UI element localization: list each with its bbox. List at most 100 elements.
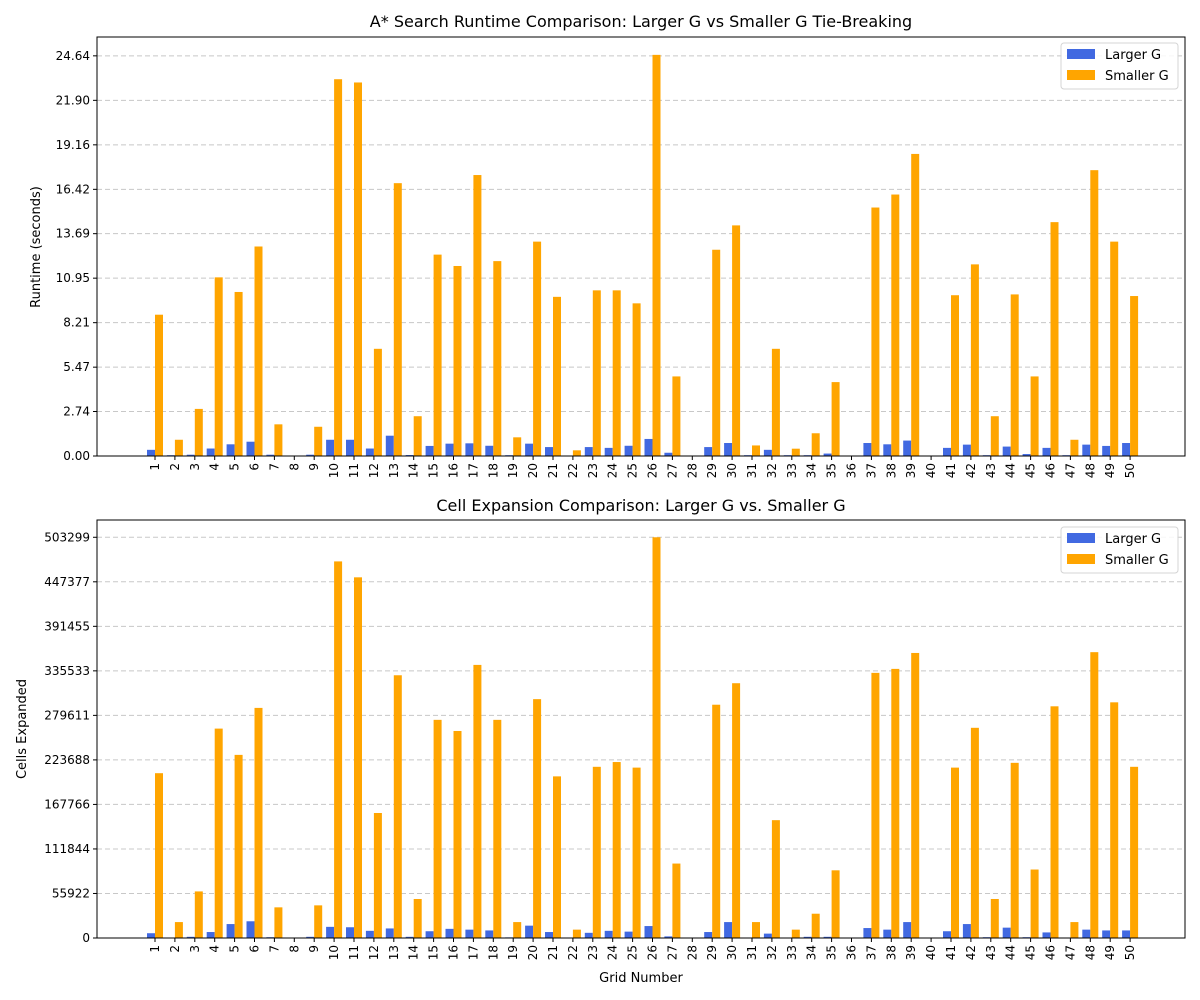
x-tick-label: 5: [228, 463, 242, 471]
x-tick-label: 7: [267, 945, 281, 953]
bar-larger-g-15: [425, 445, 434, 456]
bar-larger-g-41: [943, 447, 951, 456]
y-tick-label: 0.00: [63, 449, 90, 463]
bar-larger-g-30: [724, 922, 733, 938]
runtime-plot-frame: [96, 36, 1186, 457]
runtime-ticks: 0.00 2.74 5.47 8.21 10.95 13.69 16.42 19.16 21.9…: [56, 49, 1137, 478]
x-tick-label: 5: [228, 945, 242, 953]
x-tick-label: 46: [1044, 463, 1058, 478]
x-tick-label: 22: [566, 945, 580, 960]
bar-larger-g-44: [1002, 446, 1011, 456]
x-tick-label: 11: [347, 463, 361, 478]
y-tick-label: 223688: [44, 753, 90, 767]
bar-larger-g-11: [346, 927, 354, 938]
bar-smaller-g-2: [174, 922, 183, 938]
bar-smaller-g-7: [274, 424, 283, 456]
bar-larger-g-27: [664, 936, 673, 938]
x-tick-label: 48: [1083, 463, 1097, 478]
x-tick-label: 43: [984, 463, 998, 478]
x-tick-label: 17: [466, 945, 480, 960]
y-tick-label: 167766: [44, 797, 90, 811]
x-tick-label: 15: [427, 945, 441, 960]
bar-larger-g-24: [604, 930, 613, 938]
bar-larger-g-23: [584, 447, 593, 456]
bar-smaller-g-43: [990, 416, 999, 456]
x-tick-label: 36: [845, 945, 859, 960]
bar-smaller-g-17: [473, 175, 482, 456]
bar-smaller-g-10: [334, 79, 343, 457]
x-tick-label: 20: [526, 463, 540, 478]
bar-smaller-g-45: [1030, 869, 1039, 938]
bar-larger-g-30: [724, 443, 733, 456]
bar-smaller-g-11: [354, 577, 362, 938]
x-tick-label: 42: [964, 463, 978, 478]
x-tick-label: 30: [725, 945, 739, 960]
legend-swatch-smaller-g: [1067, 70, 1095, 80]
bar-larger-g-32: [763, 449, 772, 456]
bar-larger-g-37: [863, 443, 872, 456]
bar-smaller-g-31: [752, 445, 760, 456]
x-tick-label: 6: [248, 463, 262, 471]
bar-larger-g-48: [1082, 929, 1091, 938]
bar-smaller-g-16: [453, 730, 462, 938]
x-tick-label: 42: [964, 945, 978, 960]
bar-larger-g-21: [545, 932, 553, 938]
bar-smaller-g-12: [373, 812, 382, 938]
bar-smaller-g-31: [752, 922, 760, 938]
bar-larger-g-46: [1042, 447, 1051, 456]
bar-larger-g-13: [385, 928, 394, 938]
bar-larger-g-5: [226, 924, 235, 938]
x-tick-label: 32: [765, 945, 779, 960]
bar-smaller-g-9: [314, 426, 323, 456]
bar-smaller-g-46: [1050, 222, 1059, 456]
bar-larger-g-48: [1082, 444, 1091, 456]
bar-smaller-g-35: [831, 870, 840, 938]
bar-smaller-g-34: [811, 433, 820, 456]
bar-larger-g-45: [1022, 454, 1031, 456]
bar-larger-g-15: [425, 931, 434, 938]
bar-smaller-g-33: [791, 448, 800, 456]
bar-smaller-g-38: [891, 668, 900, 938]
bar-smaller-g-7: [274, 907, 283, 938]
x-tick-label: 45: [1024, 463, 1038, 478]
x-tick-label: 44: [1004, 463, 1018, 478]
bar-smaller-g-26: [652, 54, 661, 456]
x-tick-label: 21: [546, 463, 560, 478]
x-tick-label: 14: [407, 463, 421, 478]
runtime-chart-ylabel: Runtime (seconds): [29, 186, 44, 308]
x-tick-label: 29: [705, 945, 719, 960]
bar-smaller-g-12: [373, 348, 382, 456]
bar-larger-g-49: [1102, 445, 1111, 456]
bar-smaller-g-24: [612, 290, 621, 456]
bar-larger-g-25: [624, 931, 633, 938]
x-tick-label: 22: [566, 463, 580, 478]
bar-larger-g-4: [206, 932, 215, 938]
bar-larger-g-42: [962, 924, 971, 938]
cells-bars: [147, 537, 1139, 938]
bar-larger-g-1: [147, 449, 155, 456]
x-tick-label: 4: [208, 463, 222, 471]
bar-larger-g-50: [1122, 443, 1131, 456]
y-tick-label: 0: [82, 931, 90, 945]
y-tick-label: 55922: [52, 886, 90, 900]
x-tick-label: 47: [1063, 945, 1077, 960]
x-tick-label: 23: [586, 945, 600, 960]
bar-smaller-g-4: [214, 277, 223, 456]
x-tick-label: 45: [1024, 945, 1038, 960]
x-tick-label: 8: [287, 463, 301, 471]
bar-smaller-g-20: [533, 241, 542, 456]
x-tick-label: 23: [586, 463, 600, 478]
x-tick-label: 24: [606, 463, 620, 478]
bar-smaller-g-9: [314, 905, 323, 938]
x-tick-label: 1: [148, 463, 162, 471]
bar-smaller-g-49: [1110, 702, 1119, 938]
bar-smaller-g-2: [174, 439, 183, 456]
bar-smaller-g-10: [334, 561, 343, 938]
y-tick-label: 111844: [44, 842, 90, 856]
bar-larger-g-12: [365, 930, 374, 938]
x-tick-label: 40: [924, 945, 938, 960]
cells-chart-title: Cell Expansion Comparison: Larger G vs. …: [436, 496, 845, 515]
legend-swatch-larger-g: [1067, 533, 1095, 543]
y-tick-label: 503299: [44, 530, 90, 544]
bar-smaller-g-30: [732, 225, 741, 456]
